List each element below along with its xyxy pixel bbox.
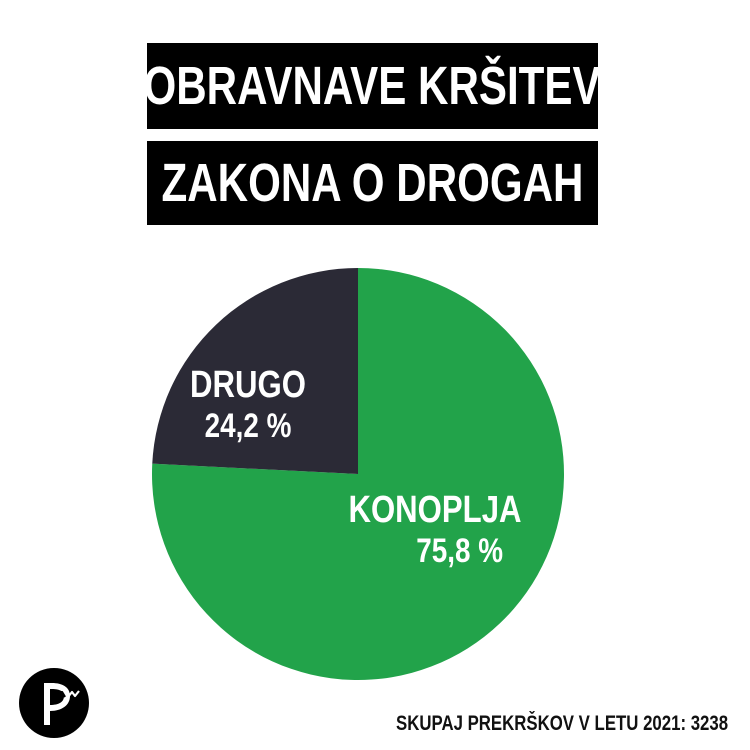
pie-value-konoplja: 75,8 % [416, 531, 503, 569]
pirate-party-logo-icon [19, 668, 89, 738]
footer-text: SKUPAJ PREKRŠKOV V LETU 2021: 3238 [395, 712, 728, 735]
title-line-2-text: ZAKONA O DROGAH [161, 153, 584, 213]
pie-slice-drugo [152, 268, 358, 474]
pie-value-drugo: 24,2 % [205, 406, 292, 444]
title-line-2: ZAKONA O DROGAH [147, 141, 598, 225]
title-line-1: OBRAVNAVE KRŠITEV [143, 43, 602, 129]
title-line-1-text: OBRAVNAVE KRŠITEV [143, 56, 602, 116]
total-offences-footer: SKUPAJ PREKRŠKOV V LETU 2021: 3238 [313, 712, 728, 736]
pie-label-drugo: DRUGO [190, 364, 306, 406]
pie-label-konoplja: KONOPLJA [348, 489, 521, 531]
